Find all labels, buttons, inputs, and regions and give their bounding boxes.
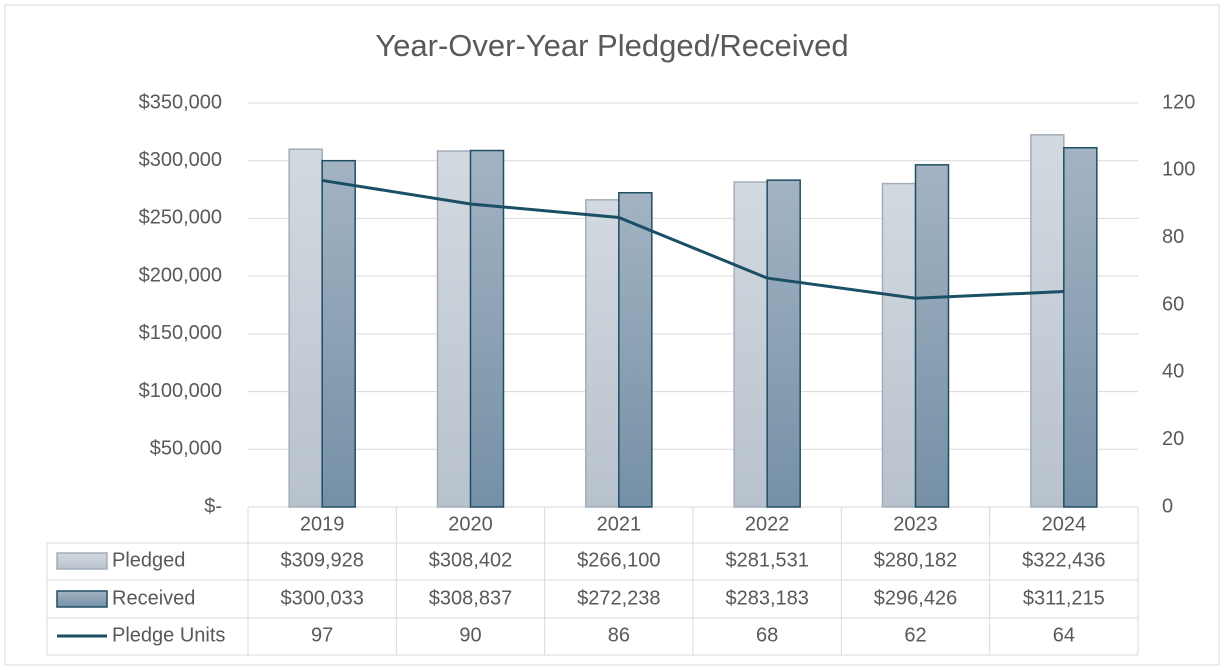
y-tick-label: $200,000 (139, 264, 222, 286)
x-tick-label: 2023 (893, 513, 938, 535)
table-value: $308,837 (429, 587, 512, 609)
bar (288, 148, 323, 508)
table-value: 86 (608, 624, 630, 646)
table-value: $300,033 (280, 587, 363, 609)
x-tick-label: 2021 (597, 513, 642, 535)
bar (585, 199, 620, 508)
legend-swatch (56, 552, 108, 570)
table-value: 68 (756, 624, 778, 646)
y2-tick-label: 100 (1162, 159, 1195, 181)
bar (914, 164, 950, 508)
table-value: $308,402 (429, 549, 512, 571)
bar (436, 150, 472, 508)
bar (881, 182, 917, 508)
table-value: $266,100 (577, 549, 660, 571)
bar (766, 179, 801, 508)
y2-tick-label: 20 (1162, 428, 1184, 450)
y-tick-label: $50,000 (150, 438, 222, 460)
table-value: $283,183 (725, 587, 808, 609)
table-value: $322,436 (1022, 549, 1105, 571)
y-tick-label: $350,000 (139, 91, 222, 113)
y2-tick-label: 0 (1162, 495, 1173, 517)
legend-label: Pledge Units (112, 624, 225, 646)
table-value: $311,215 (1023, 587, 1105, 609)
bar (1063, 147, 1098, 508)
table-value: $296,426 (874, 587, 957, 609)
x-tick-label: 2019 (300, 513, 345, 535)
table-value: $280,182 (874, 549, 957, 571)
line (321, 178, 1064, 300)
y-tick-label: $300,000 (139, 149, 222, 171)
legend-swatch (56, 590, 108, 608)
table-value: 97 (311, 624, 333, 646)
y2-tick-label: 60 (1162, 293, 1184, 315)
y-tick-label: $- (204, 495, 222, 517)
table-value: 90 (459, 624, 481, 646)
table-value: 64 (1053, 624, 1075, 646)
bar (321, 159, 356, 508)
x-tick-label: 2020 (448, 513, 493, 535)
y-tick-label: $250,000 (139, 207, 222, 229)
chart-title: Year-Over-Year Pledged/Received (375, 28, 848, 63)
legend-label: Received (112, 587, 195, 609)
y2-tick-label: 40 (1162, 361, 1184, 383)
x-tick-label: 2024 (1042, 513, 1087, 535)
bar (733, 181, 768, 508)
y2-tick-label: 80 (1162, 226, 1184, 248)
x-tick-label: 2022 (745, 513, 790, 535)
y-tick-label: $150,000 (139, 322, 222, 344)
table-value: 62 (904, 624, 926, 646)
table-value: $281,531 (725, 549, 808, 571)
y2-tick-label: 120 (1162, 91, 1195, 113)
legend-label: Pledged (112, 549, 185, 571)
y-tick-label: $100,000 (139, 380, 222, 402)
table-value: $309,928 (280, 549, 363, 571)
bar (469, 149, 505, 508)
bar (1030, 134, 1065, 508)
table-value: $272,238 (577, 587, 660, 609)
bar (618, 192, 653, 508)
